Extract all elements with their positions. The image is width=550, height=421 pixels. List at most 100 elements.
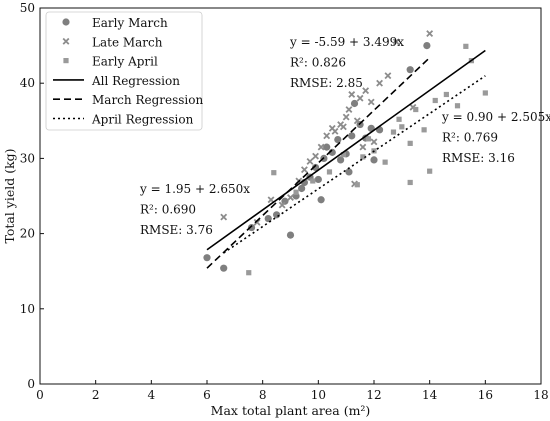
legend-label: All Regression <box>91 74 180 88</box>
data-point <box>413 106 419 113</box>
data-point <box>382 159 388 165</box>
data-point <box>407 140 413 146</box>
data-point <box>300 166 308 174</box>
data-point <box>365 136 372 142</box>
data-point <box>396 116 402 122</box>
y-tick-label: 40 <box>20 76 35 90</box>
legend-entries: Early March Late March Early April All Regr… <box>53 16 203 127</box>
data-point <box>384 72 392 80</box>
regression-line-solid <box>206 49 486 251</box>
annotation-line: RMSE: 2.85 <box>290 76 363 90</box>
data-point <box>463 43 469 49</box>
data-point <box>376 79 384 87</box>
x-tick-label: 14 <box>422 388 438 402</box>
regression-annotations: y = 1.95 + 2.650x R²: 0.690 RMSE: 3.76 y = … <box>139 35 550 237</box>
data-point <box>278 201 286 209</box>
data-point <box>323 143 331 151</box>
annotation-line: RMSE: 3.16 <box>442 151 515 165</box>
plot-frame <box>39 7 542 385</box>
legend-label: April Regression <box>91 113 194 127</box>
y-tick-label: 0 <box>27 377 35 391</box>
data-point <box>306 157 314 165</box>
data-point <box>310 178 316 184</box>
data-point <box>247 223 256 232</box>
data-point <box>421 127 427 133</box>
data-point <box>326 169 333 175</box>
data-point <box>345 168 353 176</box>
data-point <box>354 182 360 188</box>
x-tick-label: 10 <box>311 388 326 402</box>
annotation-line: RMSE: 3.76 <box>140 223 213 237</box>
data-point <box>443 91 449 98</box>
x-axis-title: Max total plant area (m²) <box>211 403 371 418</box>
annotation-line: R²: 0.769 <box>442 131 498 145</box>
data-point <box>392 38 400 46</box>
data-point <box>399 124 405 130</box>
series-x <box>220 30 434 226</box>
regression-line-dashed <box>206 57 431 269</box>
x-tick-label: 0 <box>36 388 44 402</box>
data-point <box>220 213 228 221</box>
data-point <box>367 98 375 106</box>
data-point <box>287 194 294 201</box>
data-point <box>407 179 413 186</box>
data-point <box>246 270 252 276</box>
x-tick-label: 4 <box>148 388 156 402</box>
legend-label: March Regression <box>92 93 203 107</box>
legend: Early March Late March Early April All Regr… <box>45 11 203 131</box>
x-tick-label: 12 <box>366 388 381 402</box>
data-point <box>337 156 345 164</box>
data-point <box>342 113 350 121</box>
data-point <box>311 163 320 172</box>
annotation-line: y = 1.95 + 2.650x <box>139 182 250 196</box>
x-tick-label: 6 <box>203 388 211 402</box>
y-tick-label: 30 <box>20 151 35 165</box>
data-point <box>339 123 347 131</box>
data-point <box>482 90 488 96</box>
legend-label: Early April <box>92 55 158 69</box>
data-point <box>359 143 367 151</box>
data-point <box>331 127 339 135</box>
data-point <box>264 214 272 223</box>
data-point <box>356 94 364 102</box>
data-point <box>348 132 356 140</box>
legend-marker <box>63 58 69 64</box>
data-point <box>350 99 359 108</box>
data-point <box>312 152 319 160</box>
legend-label: Early March <box>92 16 168 30</box>
data-point <box>317 143 325 151</box>
annotation-line: R²: 0.690 <box>140 203 196 217</box>
data-point <box>334 136 342 144</box>
data-point <box>323 132 331 140</box>
data-point <box>454 103 461 109</box>
annotation-line: R²: 0.826 <box>290 56 346 70</box>
data-point <box>432 97 438 104</box>
data-point <box>370 138 378 146</box>
data-point <box>370 156 378 164</box>
x-tick-label: 16 <box>478 388 493 402</box>
x-axis: 0 2 4 6 8 10 12 14 16 18 <box>36 380 549 402</box>
legend-box <box>45 11 203 131</box>
legend-label: Late March <box>92 35 163 49</box>
plot-marks <box>203 30 488 276</box>
data-point <box>203 254 211 262</box>
y-tick-label: 50 <box>20 1 35 15</box>
regression-lines <box>206 49 486 269</box>
data-point <box>348 91 356 98</box>
data-point <box>360 154 366 160</box>
data-point <box>271 170 277 176</box>
data-point <box>253 218 261 226</box>
data-point <box>427 168 433 174</box>
y-tick-label: 10 <box>20 302 35 316</box>
data-point <box>272 211 281 219</box>
data-point <box>286 231 295 239</box>
y-tick-label: 20 <box>20 227 35 241</box>
data-point <box>293 189 299 195</box>
data-point <box>423 42 431 50</box>
data-point <box>314 175 322 184</box>
annotation-line: y = 0.90 + 2.505x <box>441 110 550 124</box>
data-point <box>340 152 346 158</box>
y-axis-title: Total yield (kg) <box>2 148 17 243</box>
x-tick-label: 8 <box>259 388 267 402</box>
